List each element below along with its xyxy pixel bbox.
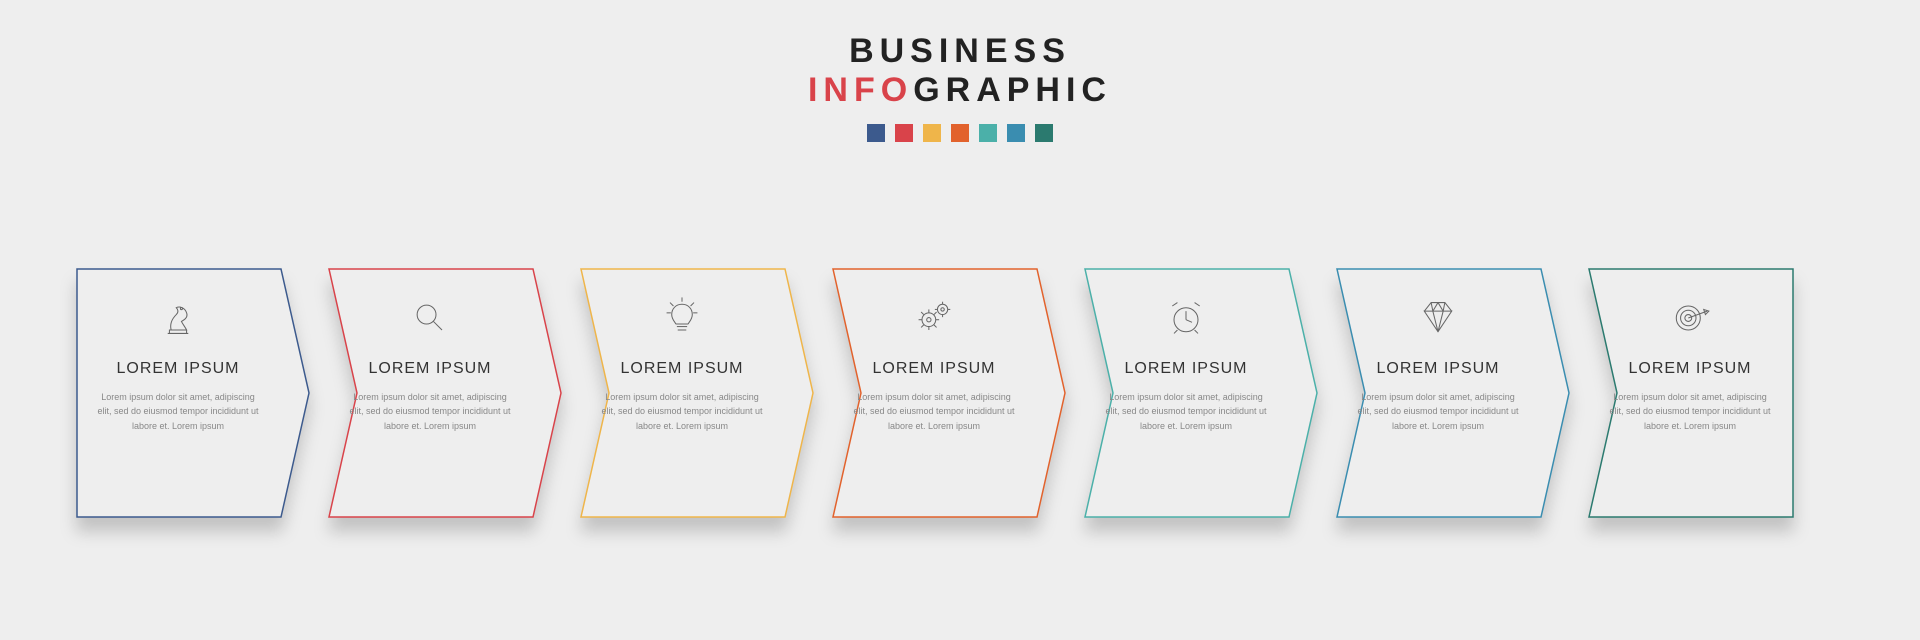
chess-knight-icon bbox=[150, 290, 206, 346]
step-body: Lorem ipsum dolor sit amet, adipiscing e… bbox=[1604, 390, 1776, 433]
step-box: LOREM IPSUM Lorem ipsum dolor sit amet, … bbox=[580, 268, 784, 516]
step-body: Lorem ipsum dolor sit amet, adipiscing e… bbox=[596, 390, 768, 433]
header: BUSINESS INFOGRAPHIC bbox=[808, 32, 1112, 142]
lightbulb-icon bbox=[654, 290, 710, 346]
color-swatch bbox=[867, 124, 885, 142]
step-title: LOREM IPSUM bbox=[1124, 360, 1247, 378]
step-title: LOREM IPSUM bbox=[368, 360, 491, 378]
title-accent: INFO bbox=[808, 71, 913, 109]
step-body: Lorem ipsum dolor sit amet, adipiscing e… bbox=[848, 390, 1020, 433]
step-title: LOREM IPSUM bbox=[1376, 360, 1499, 378]
step-body: Lorem ipsum dolor sit amet, adipiscing e… bbox=[92, 390, 264, 433]
gears-icon bbox=[906, 290, 962, 346]
step-body: Lorem ipsum dolor sit amet, adipiscing e… bbox=[1100, 390, 1272, 433]
title-rest: GRAPHIC bbox=[913, 71, 1112, 109]
color-swatch bbox=[1007, 124, 1025, 142]
infographic-canvas: BUSINESS INFOGRAPHIC LOREM IPSUM Lorem i… bbox=[0, 0, 1920, 640]
title-line1: BUSINESS bbox=[808, 32, 1112, 71]
step-box: LOREM IPSUM Lorem ipsum dolor sit amet, … bbox=[328, 268, 532, 516]
color-swatch bbox=[979, 124, 997, 142]
step-body: Lorem ipsum dolor sit amet, adipiscing e… bbox=[1352, 390, 1524, 433]
step-box: LOREM IPSUM Lorem ipsum dolor sit amet, … bbox=[1588, 268, 1792, 516]
color-swatch bbox=[1035, 124, 1053, 142]
step-box: LOREM IPSUM Lorem ipsum dolor sit amet, … bbox=[1336, 268, 1540, 516]
color-swatch bbox=[951, 124, 969, 142]
step-title: LOREM IPSUM bbox=[1628, 360, 1751, 378]
color-swatch bbox=[923, 124, 941, 142]
step-title: LOREM IPSUM bbox=[872, 360, 995, 378]
steps-row: LOREM IPSUM Lorem ipsum dolor sit amet, … bbox=[76, 268, 1792, 516]
step-title: LOREM IPSUM bbox=[620, 360, 743, 378]
title-line2: INFOGRAPHIC bbox=[808, 71, 1112, 110]
search-icon bbox=[402, 290, 458, 346]
alarm-clock-icon bbox=[1158, 290, 1214, 346]
color-swatch bbox=[895, 124, 913, 142]
color-swatch-row bbox=[808, 124, 1112, 142]
step-box: LOREM IPSUM Lorem ipsum dolor sit amet, … bbox=[76, 268, 280, 516]
step-body: Lorem ipsum dolor sit amet, adipiscing e… bbox=[344, 390, 516, 433]
target-icon bbox=[1662, 290, 1718, 346]
step-box: LOREM IPSUM Lorem ipsum dolor sit amet, … bbox=[1084, 268, 1288, 516]
step-title: LOREM IPSUM bbox=[116, 360, 239, 378]
step-box: LOREM IPSUM Lorem ipsum dolor sit amet, … bbox=[832, 268, 1036, 516]
diamond-icon bbox=[1410, 290, 1466, 346]
